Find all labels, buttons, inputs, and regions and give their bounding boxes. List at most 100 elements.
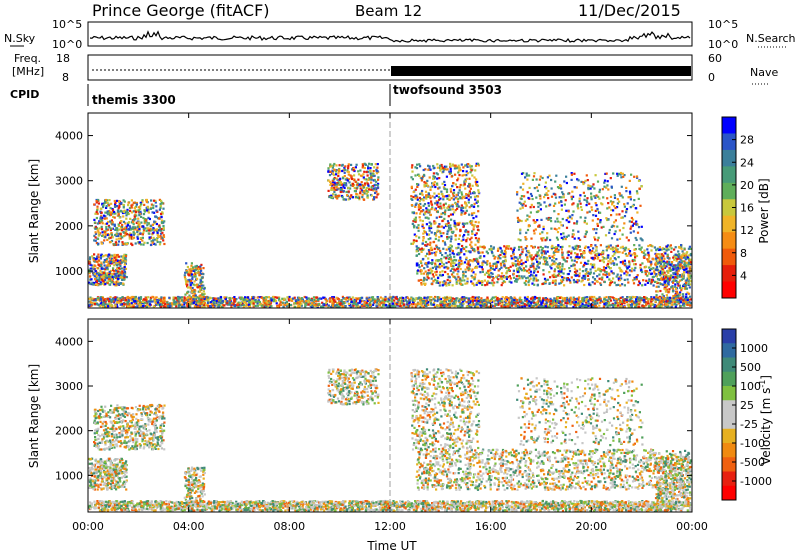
power-cell [514, 263, 517, 266]
power-cell [106, 210, 109, 213]
power-cell [315, 303, 318, 306]
power-cell [330, 182, 333, 185]
power-cell [449, 279, 452, 282]
power-cell [621, 262, 625, 265]
power-cell [345, 182, 348, 185]
power-cell [442, 296, 445, 300]
power-cell [428, 250, 431, 253]
power-cell [633, 301, 637, 304]
power-cell [488, 281, 491, 284]
power-cell [331, 296, 334, 299]
nave-tick-bottom: 0 [708, 71, 715, 84]
power-cell [94, 239, 97, 242]
power-cell [439, 271, 442, 274]
power-cell [447, 257, 450, 261]
power-cell [512, 252, 515, 255]
power-cell [159, 232, 163, 235]
power-cell [621, 296, 624, 299]
power-cell [606, 247, 609, 250]
power-cell [656, 256, 659, 259]
power-cell [260, 296, 263, 299]
power-cell [510, 281, 513, 284]
power-cell [392, 295, 395, 298]
power-cell [567, 250, 570, 253]
power-cell [583, 304, 586, 307]
power-cell [612, 297, 616, 300]
power-cell [637, 283, 640, 287]
power-cell [522, 267, 525, 270]
power-cell [88, 258, 92, 261]
power-cell [557, 263, 560, 266]
power-cell [354, 297, 357, 300]
power-cell [529, 297, 532, 300]
power-cell [654, 304, 657, 307]
power-cell [501, 261, 504, 264]
power-cell [399, 304, 402, 307]
power-cell [620, 277, 623, 280]
power-cell [134, 305, 137, 309]
power-cell [95, 201, 98, 204]
power-cell [450, 273, 454, 276]
power-cell [332, 164, 335, 167]
power-cell [225, 296, 228, 299]
power-cell [472, 282, 475, 285]
power-cell [687, 280, 691, 283]
power-cell [494, 303, 498, 306]
power-cell [123, 243, 126, 246]
power-cell [569, 301, 572, 304]
power-cell [274, 299, 277, 302]
power-cell [350, 194, 353, 197]
power-cell [372, 170, 375, 173]
power-cell [369, 167, 372, 170]
power-cell [139, 237, 142, 240]
power-cell [664, 261, 667, 264]
power-cell [429, 301, 433, 304]
power-cell [104, 279, 107, 282]
power-cell [154, 201, 157, 204]
power-cell [592, 247, 595, 250]
power-cell [449, 253, 452, 256]
power-cell [613, 263, 616, 266]
nsearch-label: N.Search [746, 32, 796, 45]
power-cell [612, 247, 615, 250]
power-cell [604, 273, 607, 277]
power-cell [135, 221, 138, 224]
power-cell [643, 266, 646, 269]
power-cell [358, 301, 361, 304]
power-cell [587, 299, 591, 302]
power-cell [359, 298, 362, 301]
power-cell [132, 226, 135, 229]
power-cell [634, 305, 637, 309]
power-cell [563, 284, 566, 287]
power-cell [422, 272, 425, 275]
power-cell [669, 305, 672, 309]
power-cell [607, 260, 610, 263]
power-cell [585, 303, 588, 306]
power-cell [122, 242, 125, 246]
power-cell [561, 263, 564, 266]
power-cell [134, 217, 137, 220]
power-cell [203, 301, 206, 305]
power-cell [106, 264, 109, 267]
power-cell [525, 245, 529, 248]
power-cell [615, 275, 618, 278]
power-cell [361, 193, 364, 196]
power-cell [435, 281, 438, 284]
power-cell [581, 256, 585, 259]
power-cell [657, 303, 660, 306]
power-cell [335, 303, 338, 307]
power-cell [536, 283, 539, 286]
power-cell [603, 280, 606, 284]
power-cell [581, 298, 584, 301]
power-cell [500, 266, 503, 269]
power-cell [328, 174, 332, 177]
power-cell [518, 300, 521, 303]
power-cell [267, 304, 270, 307]
power-cell [486, 299, 489, 302]
power-cell [103, 259, 106, 262]
power-cell [499, 277, 502, 280]
power-cell [155, 205, 158, 208]
power-cell [133, 296, 136, 299]
power-cell [591, 263, 594, 266]
power-cell [128, 235, 131, 238]
